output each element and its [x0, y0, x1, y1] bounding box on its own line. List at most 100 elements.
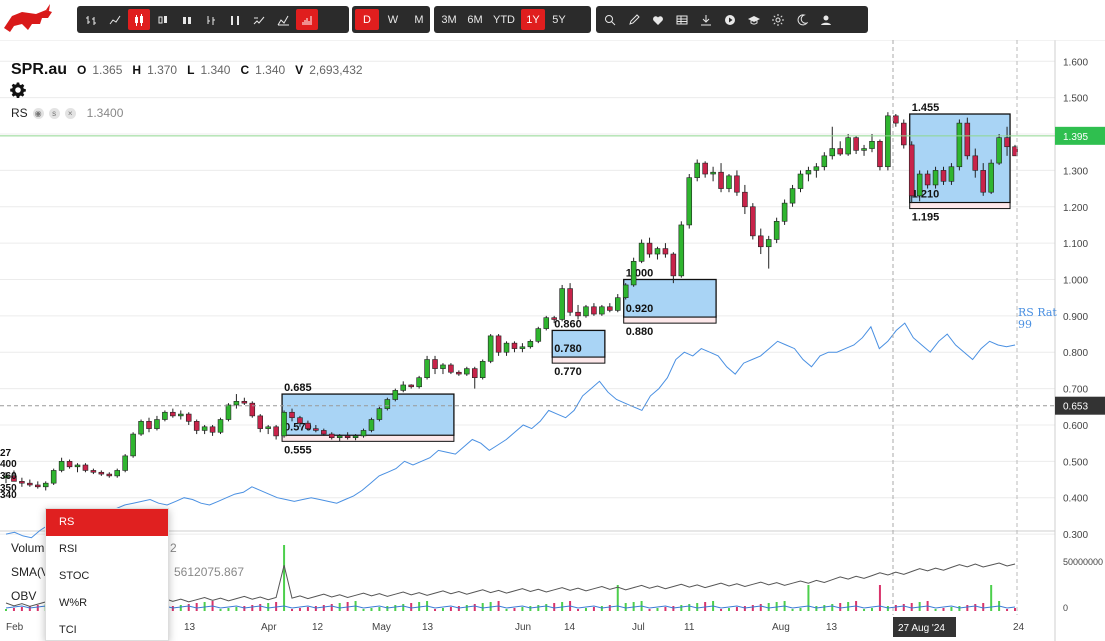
volume-bar — [592, 607, 595, 611]
candle-up — [622, 284, 629, 298]
moon-button[interactable] — [791, 9, 813, 30]
user-button[interactable] — [815, 9, 837, 30]
candle-button[interactable] — [128, 9, 150, 30]
candle-up — [726, 175, 732, 189]
candle-up — [797, 173, 804, 189]
candle-down — [11, 475, 17, 482]
candle-up — [916, 173, 923, 197]
candle-up — [861, 148, 867, 151]
dropdown-item-tci[interactable]: TCI — [59, 624, 77, 636]
table-button[interactable] — [671, 9, 693, 30]
line-icon — [109, 15, 121, 24]
range-6m-button[interactable]: 6M — [467, 13, 483, 26]
eye-icon[interactable]: ◉ — [32, 107, 44, 119]
volume-bar — [791, 609, 794, 611]
period-m-button[interactable]: M — [414, 13, 424, 26]
graduation-cap-button[interactable] — [743, 9, 765, 30]
volume-bar — [370, 608, 373, 611]
x-axis-tick-label: Apr — [261, 622, 277, 633]
volume-bar — [696, 603, 699, 611]
base-inner-label: 0.570 — [284, 421, 312, 433]
candle-down — [495, 335, 502, 353]
period-d-button[interactable]: D — [355, 9, 379, 30]
candle-down — [893, 115, 899, 124]
ohlc-button[interactable] — [80, 9, 102, 30]
hlc-icon — [207, 15, 215, 25]
bar-button[interactable] — [176, 9, 198, 30]
ohlc-icon — [86, 15, 96, 25]
candle-down — [734, 175, 740, 193]
candle-down — [511, 342, 518, 349]
volume-bar — [171, 606, 174, 611]
candle-down — [567, 288, 573, 313]
heart-button[interactable] — [647, 9, 669, 30]
y-axis-tick-label: 0.300 — [1063, 530, 1088, 541]
download-button[interactable] — [695, 9, 717, 30]
pen-icon — [629, 13, 640, 25]
y-axis-tick-label: 1.000 — [1063, 275, 1088, 286]
volume-bar — [863, 609, 866, 611]
volume-bar — [402, 604, 405, 611]
low-label: L — [187, 63, 195, 77]
range-5y-button[interactable]: 5Y — [552, 13, 566, 26]
candle-up — [130, 433, 136, 457]
candle-up — [3, 475, 9, 479]
table-icon — [676, 15, 688, 24]
settings-icon[interactable]: s — [48, 107, 60, 119]
price-chart[interactable]: 1.6001.5001.4001.3001.2001.1001.0000.900… — [0, 40, 1105, 641]
volume-bar — [847, 602, 850, 611]
obv-panel-label: OBV — [11, 589, 37, 603]
candle-down — [750, 206, 756, 237]
volume-bar — [219, 609, 222, 611]
candle-up — [400, 384, 407, 391]
y-axis-tick-label: 1.200 — [1063, 203, 1088, 214]
candle-up — [58, 461, 65, 471]
obv-line — [5, 605, 1016, 609]
x-axis-tick-label: Jun — [515, 622, 531, 633]
settings-icon — [772, 13, 784, 26]
hollow-candle-button[interactable] — [152, 9, 174, 30]
dropdown-item-wr[interactable]: W%R — [59, 597, 88, 609]
crosshair-date-badge — [893, 617, 956, 637]
rs-indicator-value: 1.3400 — [86, 106, 124, 120]
base-bottom-label: 0.770 — [554, 366, 582, 378]
volume-bar — [481, 603, 484, 611]
ticker-symbol[interactable]: SPR.au — [11, 61, 68, 78]
dropdown-item-rs[interactable]: RS — [46, 509, 168, 536]
base-bottom-label: 1.195 — [912, 212, 940, 224]
volume-bar — [410, 603, 413, 611]
range-ytd-button[interactable]: YTD — [493, 13, 515, 26]
candle-up — [543, 317, 550, 329]
range-1y-button[interactable]: 1Y — [521, 9, 545, 30]
base-box-bottom-band — [551, 356, 606, 364]
candle-up — [583, 306, 589, 317]
dropdown-item-stoc[interactable]: STOC — [59, 570, 90, 582]
candle-down — [837, 148, 843, 155]
volume-bar — [28, 606, 31, 611]
dropdown-item-rsi[interactable]: RSI — [59, 543, 78, 555]
candle-down — [662, 248, 669, 255]
line-button[interactable] — [104, 9, 126, 30]
kagi-button[interactable] — [248, 9, 270, 30]
range-3m-button[interactable]: 3M — [441, 13, 457, 26]
bull-logo-icon[interactable] — [2, 2, 56, 36]
period-w-button[interactable]: W — [387, 13, 399, 26]
close-icon[interactable]: × — [64, 107, 76, 119]
candle-down — [344, 435, 351, 439]
mountain-button[interactable] — [272, 9, 294, 30]
search-button[interactable] — [599, 9, 621, 30]
low-value: 1.340 — [200, 63, 231, 77]
play-button[interactable] — [719, 9, 741, 30]
settings-button[interactable] — [767, 9, 789, 30]
candle-down — [980, 170, 986, 193]
pen-button[interactable] — [623, 9, 645, 30]
candle-down — [273, 426, 279, 437]
range-toolbar: 3M 6M YTD 1Y 5Y — [434, 6, 591, 33]
chart-settings-gear-icon[interactable] — [10, 82, 26, 98]
base-inner-label: 0.920 — [626, 303, 654, 315]
colored-bar-button[interactable] — [224, 9, 246, 30]
volume-chart-button[interactable] — [296, 9, 318, 30]
volume-bar — [187, 604, 190, 611]
volume-sma-line — [5, 562, 1016, 607]
hlc-button[interactable] — [200, 9, 222, 30]
